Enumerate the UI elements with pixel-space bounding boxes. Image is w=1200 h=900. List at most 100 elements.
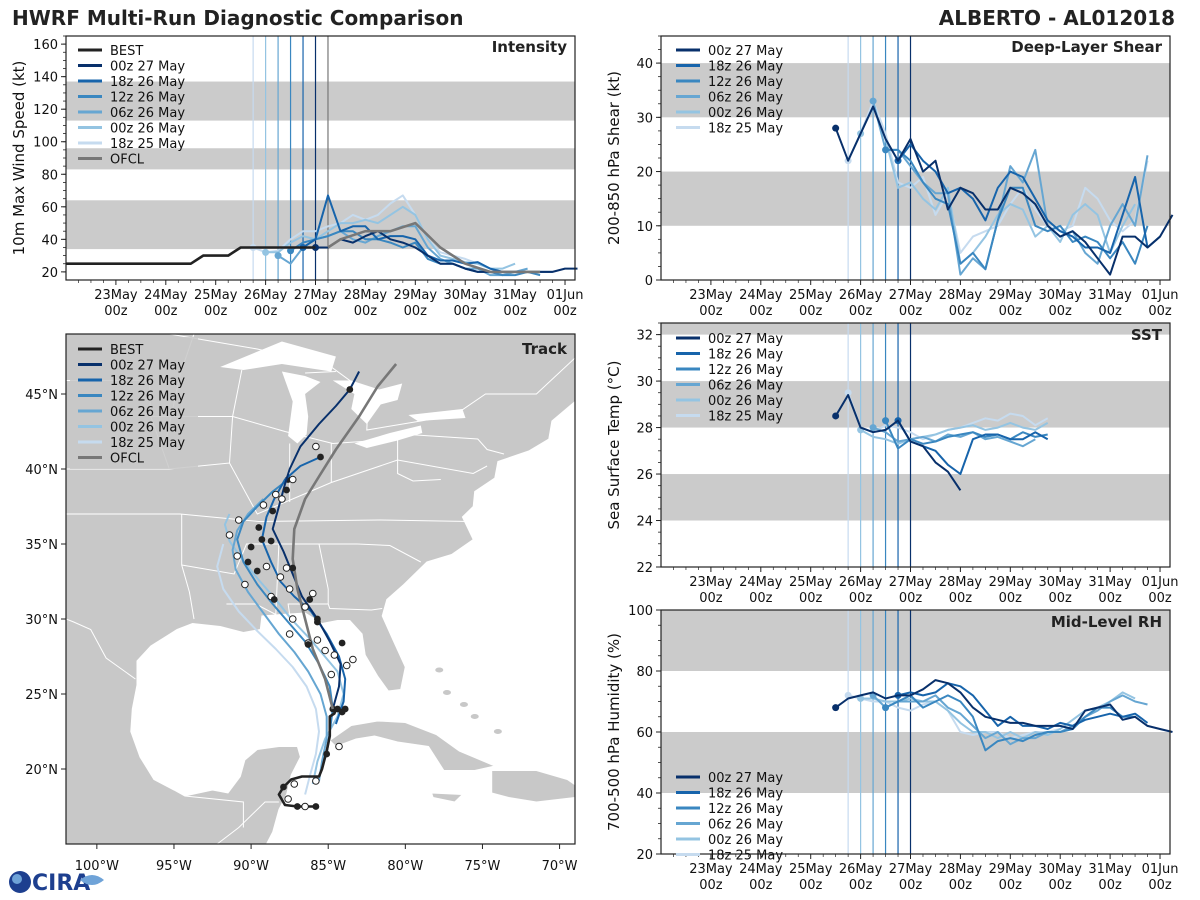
- legend-label: 18z 26 May: [708, 787, 783, 802]
- track-marker-filled: [280, 783, 287, 791]
- y-tick-label: 22: [636, 561, 653, 576]
- x-tick-label-date: 29May: [989, 288, 1033, 303]
- track-marker-filled: [317, 453, 324, 461]
- x-tick-label-date: 25May: [789, 575, 833, 590]
- x-tick-label-date: 01Jun: [547, 288, 584, 303]
- x-tick-label-date: 01Jun: [1142, 575, 1179, 590]
- track-marker-open: [308, 589, 317, 598]
- track-marker-open: [285, 585, 294, 593]
- series-line-00z-27-may: [835, 679, 1173, 733]
- track-marker-open: [241, 580, 249, 589]
- track-marker-filled: [269, 507, 277, 515]
- legend-label: 06z 26 May: [110, 106, 185, 121]
- x-tick-label-date: 29May: [989, 862, 1033, 877]
- track-marker-open: [276, 573, 285, 581]
- border-tx-la: [181, 514, 195, 620]
- legend-label: 18z 26 May: [708, 348, 783, 363]
- legend-label: 00z 27 May: [708, 44, 783, 59]
- y-tick-label: 20: [636, 166, 653, 181]
- series-start-point: [832, 704, 840, 712]
- track-marker-open: [290, 780, 299, 788]
- x-tick-label-date: 31May: [493, 288, 537, 303]
- y-axis-label: 200-850 hPa Shear (kt): [605, 71, 623, 245]
- border-mexico-guatemala: [184, 795, 244, 828]
- border-oh-pa: [397, 439, 441, 482]
- logo-swirl-icon: [80, 875, 104, 885]
- track-marker-filled: [270, 596, 278, 603]
- legend-label: 18z 25 May: [708, 122, 783, 137]
- x-tick-label-hour: 00z: [204, 304, 228, 319]
- x-tick-label-date: 23May: [689, 288, 733, 303]
- y-tick-label: 100: [33, 136, 58, 151]
- x-tick-label-date: 31May: [1088, 288, 1132, 303]
- y-tick-label: 120: [33, 103, 58, 118]
- x-tick-label-date: 30May: [1039, 575, 1083, 590]
- track-marker-filled: [255, 524, 263, 531]
- series-line-00z-27-may: [834, 105, 1174, 276]
- y-axis-label: Sea Surface Temp (°C): [605, 360, 623, 529]
- x-tick-label-hour: 00z: [154, 304, 178, 319]
- lon-tick-label: 90°W: [233, 859, 269, 874]
- y-tick-label: 80: [636, 665, 653, 680]
- track-marker-open: [313, 636, 322, 644]
- y-tick-label: 60: [636, 726, 653, 741]
- lake-erie: [354, 425, 423, 448]
- lon-tick-label: 85°W: [310, 859, 346, 874]
- bahamas-island: [459, 702, 468, 707]
- series-start-point: [844, 389, 852, 397]
- series-start-point: [882, 146, 890, 154]
- x-tick-label-hour: 00z: [799, 591, 823, 606]
- x-tick-label-date: 27May: [889, 575, 933, 590]
- track-marker-open: [284, 795, 292, 803]
- track-marker-open: [259, 501, 268, 509]
- legend-label: 12z 26 May: [708, 75, 783, 90]
- logo-text: CIRA: [32, 871, 90, 896]
- lake-superior: [220, 341, 336, 372]
- track-line-18z-26-may: [260, 456, 347, 725]
- legend-label: 06z 26 May: [708, 818, 783, 833]
- legend-box: [70, 337, 198, 469]
- x-tick-label-hour: 00z: [799, 304, 823, 319]
- track-marker-filled: [306, 596, 314, 603]
- border-pa-ny: [408, 434, 505, 455]
- x-tick-label-hour: 00z: [1148, 304, 1172, 319]
- series-line-best: [66, 246, 316, 266]
- legend-label: 12z 26 May: [708, 363, 783, 378]
- border-ga-fl: [327, 603, 383, 611]
- track-marker-open: [288, 615, 297, 623]
- plot-frame: [660, 322, 1171, 568]
- jamaica-landmass: [430, 792, 464, 803]
- y-tick-label: 160: [33, 38, 58, 53]
- track-marker-open: [342, 661, 351, 670]
- lat-tick-label: 35°N: [25, 538, 58, 553]
- x-tick-label-date: 31May: [1088, 575, 1132, 590]
- x-tick-label-hour: 00z: [999, 591, 1023, 606]
- border-us-mexico: [66, 618, 136, 680]
- map-frame: [65, 333, 576, 845]
- x-tick-label-date: 27May: [889, 862, 933, 877]
- series-line-12z-26-may: [290, 230, 541, 277]
- border-sc-nc: [357, 543, 422, 563]
- lake-michigan: [281, 371, 321, 444]
- legend-label: 18z 25 May: [708, 849, 783, 864]
- x-tick-label-hour: 00z: [1098, 591, 1122, 606]
- x-tick-label-date: 29May: [989, 575, 1033, 590]
- x-tick-label-date: 30May: [1039, 862, 1083, 877]
- x-tick-label-hour: 00z: [999, 878, 1023, 893]
- track-line-best: [277, 708, 338, 808]
- border-us-canada: [169, 334, 575, 431]
- x-tick-label-date: 30May: [1039, 288, 1083, 303]
- x-tick-label-date: 27May: [889, 288, 933, 303]
- x-tick-label-hour: 00z: [849, 304, 873, 319]
- legend-label: OFCL: [110, 153, 145, 168]
- legend-label: 18z 25 May: [110, 137, 185, 152]
- legend-label: 00z 26 May: [708, 394, 783, 409]
- y-tick-label: 140: [33, 71, 58, 86]
- x-tick-label-hour: 00z: [799, 878, 823, 893]
- x-tick-label-date: 01Jun: [1142, 288, 1179, 303]
- x-tick-label-hour: 00z: [254, 304, 278, 319]
- lat-tick-label: 20°N: [25, 763, 58, 778]
- bahamas-island: [493, 729, 502, 734]
- bahamas-island: [442, 690, 451, 695]
